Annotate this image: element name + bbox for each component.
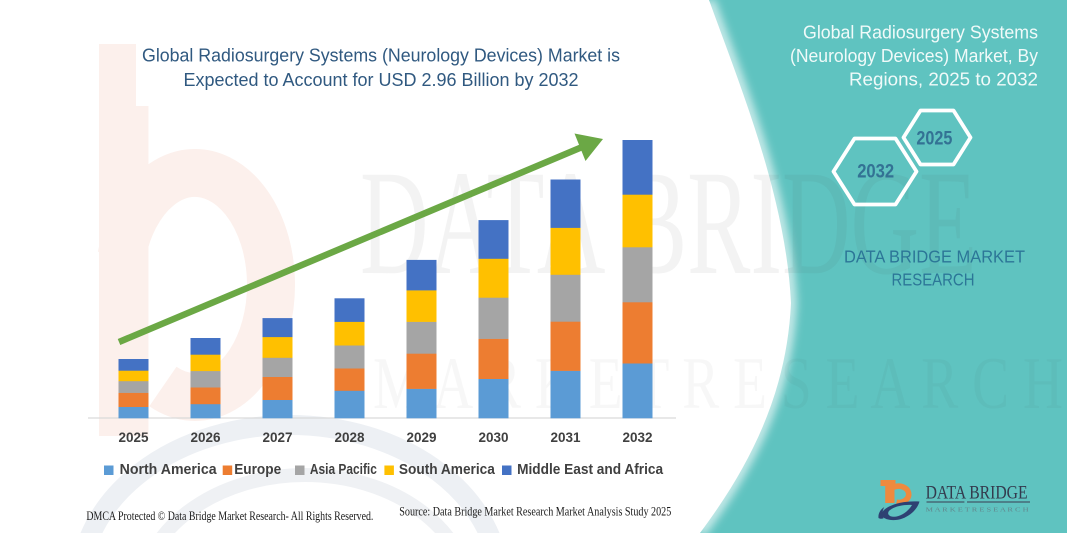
svg-text:2029: 2029: [406, 430, 436, 445]
svg-text:(Neurology Devices) Market, By: (Neurology Devices) Market, By: [790, 45, 1039, 66]
svg-text:Asia Pacific: Asia Pacific: [310, 461, 377, 478]
svg-text:DATA BRIDGE MARKET: DATA BRIDGE MARKET: [844, 246, 1025, 266]
svg-text:DMCA Protected © Data Bridge M: DMCA Protected © Data Bridge Market Rese…: [86, 509, 373, 523]
svg-text:DATA BRIDGE: DATA BRIDGE: [926, 483, 1028, 504]
svg-text:Global Radiosurgery Systems (N: Global Radiosurgery Systems (Neurology D…: [142, 45, 620, 66]
svg-text:M A R K E T R E S E A R C H: M A R K E T R E S E A R C H: [373, 343, 1063, 425]
svg-text:2025: 2025: [118, 430, 149, 445]
svg-text:Regions, 2025 to 2032: Regions, 2025 to 2032: [849, 68, 1038, 89]
svg-text:2027: 2027: [262, 430, 292, 445]
svg-text:Source: Data Bridge Market Res: Source: Data Bridge Market Research Mark…: [399, 505, 671, 519]
svg-text:Middle East and Africa: Middle East and Africa: [517, 461, 664, 478]
svg-text:Expected to Account for USD 2.: Expected to Account for USD 2.96 Billion…: [184, 69, 579, 90]
svg-text:2026: 2026: [190, 430, 221, 445]
svg-text:2032: 2032: [857, 162, 894, 183]
svg-text:2030: 2030: [478, 430, 508, 445]
svg-text:Global Radiosurgery Systems: Global Radiosurgery Systems: [803, 22, 1038, 43]
svg-text:South America: South America: [399, 461, 496, 478]
svg-text:2032: 2032: [622, 430, 652, 445]
svg-text:2025: 2025: [916, 129, 952, 150]
svg-text:M A R K E T R E S E A R C H: M A R K E T R E S E A R C H: [926, 507, 1029, 514]
svg-text:Europe: Europe: [234, 461, 281, 478]
svg-text:2031: 2031: [550, 430, 581, 445]
svg-text:2028: 2028: [334, 430, 365, 445]
svg-text:North America: North America: [120, 461, 218, 478]
svg-text:RESEARCH: RESEARCH: [892, 270, 975, 290]
